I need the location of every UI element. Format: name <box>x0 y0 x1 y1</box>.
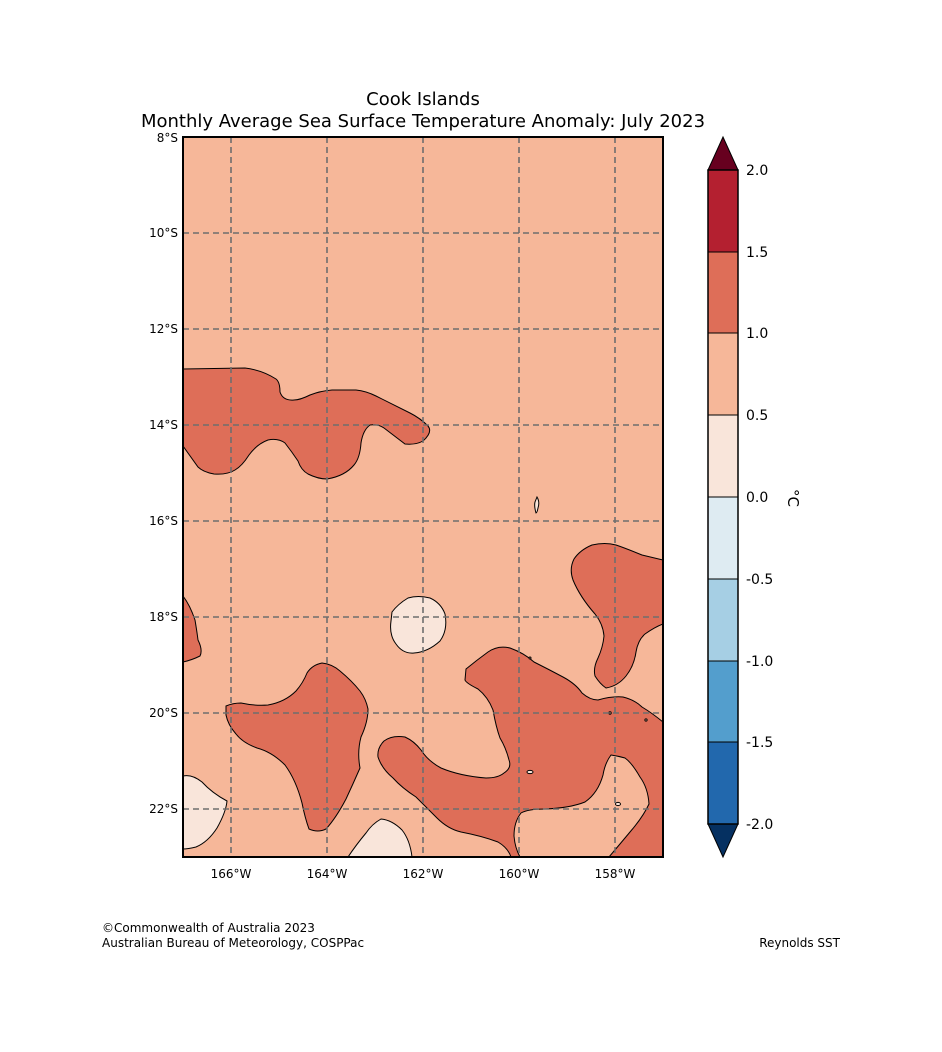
colorbar-tick-1.5: 1.5 <box>746 245 768 261</box>
lat-label-20s: 20°S <box>149 706 178 720</box>
contour-region-lower-left-pale <box>183 775 228 850</box>
contour-region-right-upper <box>570 543 663 689</box>
contour-region-upper-left <box>183 367 431 480</box>
island-marker-3 <box>615 801 621 807</box>
copyright-text: ©Commonwealth of Australia 2023 <box>102 921 315 935</box>
contour-region-lower-right <box>377 646 663 857</box>
colorbar-band-neg1.5-neg1.0 <box>708 661 738 742</box>
colorbar-dividers <box>708 251 738 743</box>
island-marker-5 <box>644 718 648 722</box>
colorbar-extend-max <box>707 135 739 171</box>
colorbar-band-neg1.0-neg0.5 <box>708 579 738 661</box>
contour-region-lower-left <box>225 662 369 832</box>
colorbar-band-neg2.0-neg1.5 <box>708 742 738 824</box>
island-marker-2 <box>526 769 534 775</box>
island-marker-1 <box>534 495 540 514</box>
map-frame <box>182 136 664 858</box>
colorbar-band-neg0.5-0.0 <box>708 497 738 579</box>
lon-label-164w: 164°W <box>307 867 348 881</box>
colorbar-tick-2.0: 2.0 <box>746 163 768 179</box>
colorbar-frame <box>707 169 739 825</box>
map-panel: 8°S 10°S 12°S 14°S 16°S 18°S 20°S 22°S 1… <box>149 131 664 881</box>
colorbar-tick-neg1.5: -1.5 <box>746 735 773 751</box>
contour-region-left-edge <box>183 595 202 663</box>
colorbar-tick-0.5: 0.5 <box>746 408 768 424</box>
island-marker-6 <box>528 656 532 660</box>
island-marker-4 <box>608 711 612 715</box>
colorbar-tick-0.0: 0.0 <box>746 490 768 506</box>
lon-label-158w: 158°W <box>595 867 636 881</box>
title-line-2: Monthly Average Sea Surface Temperature … <box>141 111 705 132</box>
colorbar-tick-1.0: 1.0 <box>746 326 768 342</box>
colorbar-band-0.5-1.0 <box>708 333 738 415</box>
graticule <box>183 137 663 857</box>
colorbar-band-1.5-2.0 <box>708 170 738 252</box>
lat-label-14s: 14°S <box>149 418 178 432</box>
lat-label-10s: 10°S <box>149 226 178 240</box>
colorbar-band-1.0-1.5 <box>708 252 738 333</box>
lat-label-22s: 22°S <box>149 802 178 816</box>
colorbar-tick-labels: 2.0 1.5 1.0 0.5 0.0 -0.5 -1.0 -1.5 -2.0 <box>746 163 773 833</box>
colorbar-band-0.0-0.5 <box>708 415 738 497</box>
lat-label-16s: 16°S <box>149 514 178 528</box>
contour-region-bottom-pale <box>347 818 413 857</box>
anomaly-contours <box>183 367 663 857</box>
agency-text: Australian Bureau of Meteorology, COSPPa… <box>102 936 364 950</box>
lat-label-18s: 18°S <box>149 610 178 624</box>
lon-label-160w: 160°W <box>499 867 540 881</box>
colorbar-tick-neg2.0: -2.0 <box>746 817 773 833</box>
lon-label-166w: 166°W <box>211 867 252 881</box>
colorbar-unit-label: °C <box>784 489 802 507</box>
title-line-1: Cook Islands <box>366 89 480 110</box>
colorbar-tick-neg0.5: -0.5 <box>746 572 773 588</box>
latitude-labels: 8°S 10°S 12°S 14°S 16°S 18°S 20°S 22°S <box>149 131 178 816</box>
contour-region-center-pale <box>390 596 447 654</box>
colorbar-tick-neg1.0: -1.0 <box>746 654 773 670</box>
colorbar: 2.0 1.5 1.0 0.5 0.0 -0.5 -1.0 -1.5 -2.0 … <box>707 135 802 859</box>
data-source-text: Reynolds SST <box>759 936 840 950</box>
lat-label-12s: 12°S <box>149 322 178 336</box>
colorbar-extend-min <box>707 823 739 859</box>
lat-label-8s: 8°S <box>157 131 178 145</box>
lon-label-162w: 162°W <box>403 867 444 881</box>
longitude-labels: 166°W 164°W 162°W 160°W 158°W <box>211 867 636 881</box>
